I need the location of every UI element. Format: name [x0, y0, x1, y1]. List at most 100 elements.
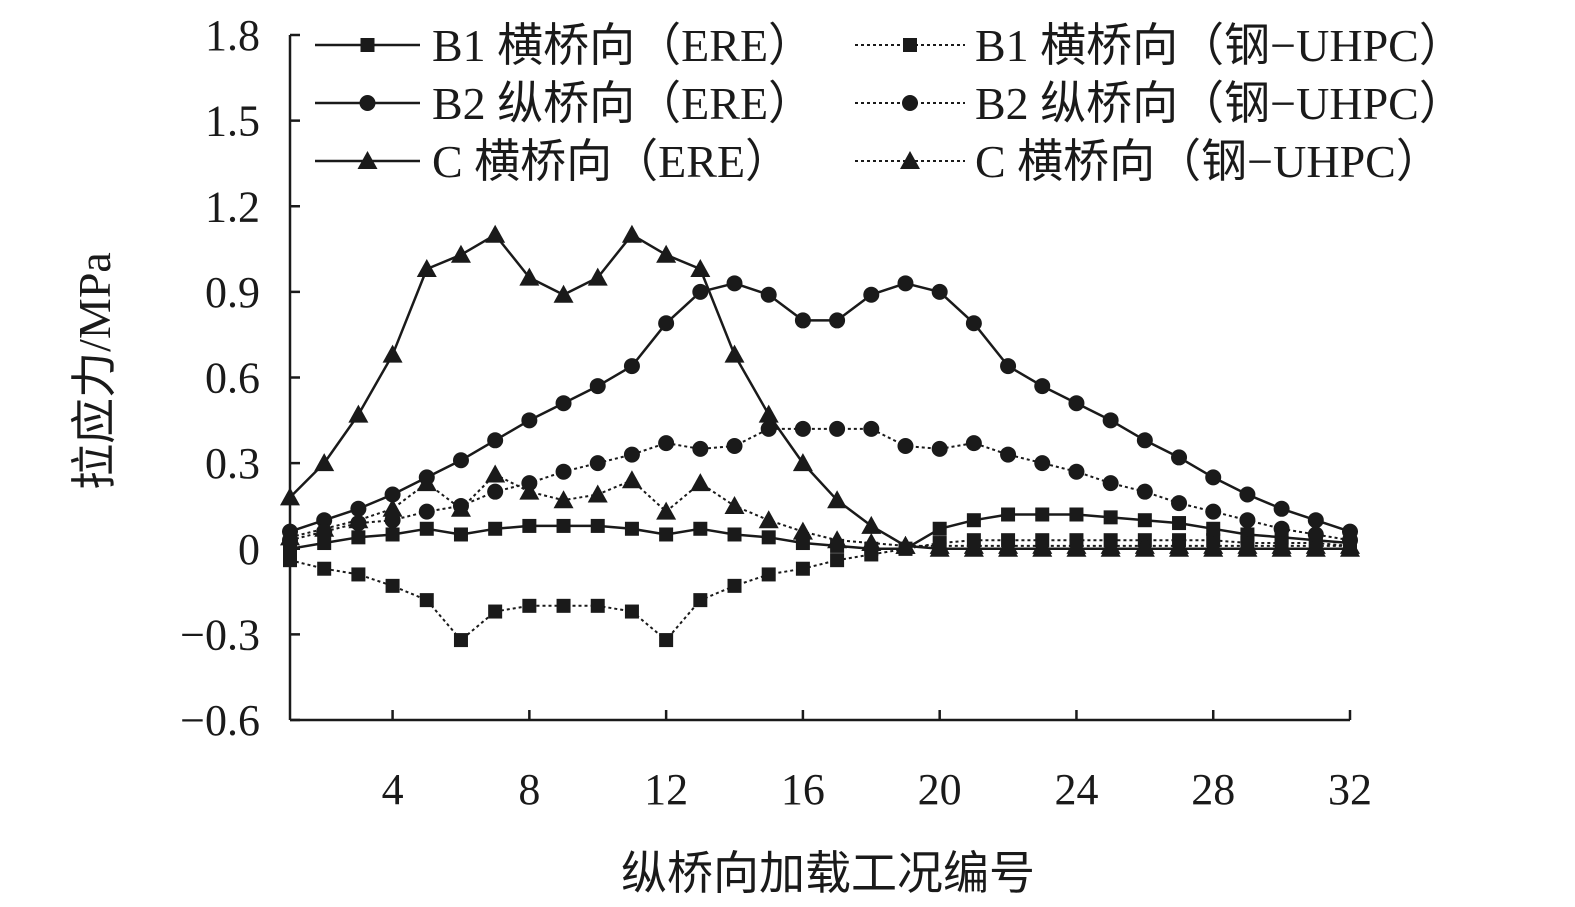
legend-marker	[902, 95, 918, 111]
data-point	[1102, 412, 1119, 429]
data-point	[624, 604, 639, 619]
data-point	[553, 490, 574, 509]
series-2	[283, 533, 1357, 648]
x-tick-label: 20	[918, 765, 962, 814]
y-tick-label: 0.3	[205, 439, 260, 488]
data-point	[693, 521, 708, 536]
legend-marker	[900, 151, 920, 169]
legend-label: B1 横桥向（ERE）	[432, 20, 814, 71]
series-4	[282, 420, 1358, 549]
x-tick-label: 28	[1191, 765, 1235, 814]
y-tick-label: −0.3	[180, 610, 260, 659]
data-point	[555, 395, 572, 412]
data-point	[314, 453, 335, 472]
data-point	[1171, 495, 1188, 512]
data-point	[416, 259, 437, 278]
data-point	[1239, 486, 1256, 503]
data-point	[1237, 535, 1258, 554]
data-point	[692, 440, 709, 457]
data-point	[348, 404, 369, 423]
data-point	[1305, 535, 1326, 554]
data-point	[931, 440, 948, 457]
legend-item: B1 横桥向（钢−UHPC）	[855, 20, 1465, 71]
data-point	[724, 344, 745, 363]
y-tick-label: 0.9	[205, 268, 260, 317]
data-point	[1100, 535, 1121, 554]
legend-label: B1 横桥向（钢−UHPC）	[975, 20, 1465, 71]
data-point	[1171, 449, 1188, 466]
data-point	[795, 561, 810, 576]
series-line	[289, 233, 1350, 551]
data-point	[1307, 526, 1324, 543]
data-point	[488, 604, 503, 619]
data-point	[1271, 535, 1292, 554]
data-point	[488, 521, 503, 536]
data-point	[1034, 455, 1051, 472]
data-point	[897, 438, 914, 454]
legend-marker	[359, 95, 376, 111]
data-point	[351, 530, 366, 545]
y-tick-label: 1.8	[205, 11, 260, 60]
data-point	[727, 578, 742, 593]
y-tick-label: 1.5	[205, 97, 260, 146]
legend-label: C 横桥向（钢−UHPC）	[975, 136, 1442, 187]
series-line	[289, 513, 1351, 551]
data-point	[555, 463, 572, 480]
data-point	[556, 598, 571, 613]
data-point	[792, 521, 813, 540]
data-point	[659, 527, 674, 542]
series-5	[280, 224, 1360, 557]
data-point	[385, 578, 400, 593]
x-tick-label: 24	[1054, 765, 1098, 814]
series-3	[282, 275, 1358, 540]
data-point	[419, 521, 434, 536]
data-point	[929, 535, 950, 554]
data-point	[587, 484, 608, 503]
data-point	[556, 518, 571, 533]
legend-marker	[357, 151, 378, 169]
data-point	[1169, 535, 1190, 554]
legend-label: B2 纵桥向（ERE）	[432, 78, 814, 129]
data-point	[1000, 358, 1017, 375]
data-point	[624, 521, 639, 536]
data-point	[692, 283, 709, 300]
data-point	[621, 470, 642, 489]
data-point	[658, 435, 675, 452]
x-tick-label: 8	[518, 765, 540, 814]
data-point	[521, 412, 538, 429]
x-tick-label: 32	[1328, 765, 1372, 814]
data-point	[351, 567, 366, 582]
data-point	[589, 455, 606, 472]
data-point	[621, 224, 642, 243]
data-point	[590, 518, 605, 533]
data-point	[1034, 378, 1051, 395]
data-point	[1172, 516, 1187, 531]
data-point	[727, 527, 742, 542]
legend-label: C 横桥向（ERE）	[432, 136, 791, 187]
data-point	[317, 536, 332, 551]
data-point	[418, 503, 435, 520]
data-point	[1205, 469, 1222, 486]
legend-item: C 横桥向（ERE）	[315, 136, 791, 187]
data-point	[861, 515, 882, 534]
data-point	[283, 553, 297, 568]
data-point	[385, 527, 400, 542]
data-point	[623, 446, 640, 463]
legend-label: B2 纵桥向（钢−UHPC）	[975, 78, 1465, 129]
data-point	[1273, 500, 1290, 517]
data-point	[760, 286, 777, 303]
data-point	[760, 420, 777, 437]
data-point	[656, 244, 677, 263]
x-tick-label: 4	[382, 765, 404, 814]
data-point	[659, 633, 674, 648]
data-point	[587, 267, 608, 286]
legend-marker	[903, 38, 917, 52]
data-point	[553, 284, 574, 303]
data-point	[453, 633, 468, 648]
data-point	[1066, 535, 1087, 554]
data-point	[314, 518, 335, 537]
series-lines	[280, 224, 1360, 648]
data-point	[1103, 510, 1118, 525]
data-point	[1068, 463, 1085, 480]
